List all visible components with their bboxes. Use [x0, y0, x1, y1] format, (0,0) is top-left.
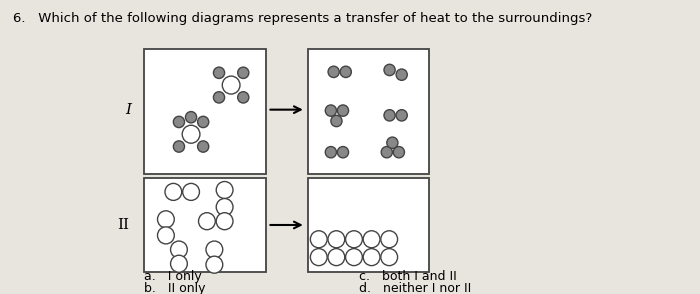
- Circle shape: [310, 231, 327, 248]
- Circle shape: [326, 146, 337, 158]
- Circle shape: [165, 183, 182, 201]
- Circle shape: [171, 241, 188, 258]
- Circle shape: [216, 198, 233, 216]
- Text: d.   neither I nor II: d. neither I nor II: [359, 282, 471, 294]
- Circle shape: [396, 69, 407, 80]
- Circle shape: [396, 110, 407, 121]
- Circle shape: [174, 116, 185, 128]
- Circle shape: [214, 92, 225, 103]
- Text: b.   II only: b. II only: [144, 282, 206, 294]
- Circle shape: [363, 249, 380, 266]
- Circle shape: [381, 249, 398, 266]
- Circle shape: [183, 183, 200, 201]
- Bar: [144, 49, 265, 174]
- Circle shape: [199, 213, 216, 230]
- Circle shape: [158, 211, 174, 228]
- Circle shape: [384, 110, 395, 121]
- Circle shape: [337, 146, 349, 158]
- Circle shape: [346, 249, 363, 266]
- Circle shape: [238, 92, 248, 103]
- Bar: [307, 178, 428, 272]
- Circle shape: [328, 249, 344, 266]
- Text: I: I: [125, 103, 132, 117]
- Circle shape: [331, 115, 342, 127]
- Circle shape: [206, 256, 223, 273]
- Circle shape: [206, 241, 223, 258]
- Circle shape: [238, 67, 248, 78]
- Circle shape: [216, 181, 233, 198]
- Circle shape: [223, 76, 240, 94]
- Circle shape: [186, 111, 197, 123]
- Circle shape: [216, 213, 233, 230]
- Circle shape: [197, 116, 209, 128]
- Circle shape: [382, 146, 393, 158]
- Circle shape: [387, 137, 398, 148]
- Circle shape: [158, 227, 174, 244]
- Circle shape: [337, 105, 349, 116]
- Circle shape: [326, 105, 337, 116]
- Circle shape: [197, 141, 209, 152]
- Circle shape: [214, 67, 225, 78]
- Circle shape: [393, 146, 405, 158]
- Circle shape: [363, 231, 380, 248]
- Circle shape: [384, 64, 395, 76]
- Circle shape: [328, 66, 339, 78]
- Text: a.   I only: a. I only: [144, 270, 202, 283]
- Circle shape: [340, 66, 351, 78]
- Circle shape: [171, 255, 188, 272]
- Circle shape: [328, 231, 344, 248]
- Circle shape: [182, 125, 200, 143]
- Bar: [144, 178, 265, 272]
- Circle shape: [310, 249, 327, 266]
- Text: c.   both I and II: c. both I and II: [359, 270, 456, 283]
- Circle shape: [346, 231, 363, 248]
- Text: 6.   Which of the following diagrams represents a transfer of heat to the surrou: 6. Which of the following diagrams repre…: [13, 12, 592, 25]
- Circle shape: [381, 231, 398, 248]
- Bar: [307, 49, 428, 174]
- Text: II: II: [117, 218, 129, 232]
- Circle shape: [174, 141, 185, 152]
